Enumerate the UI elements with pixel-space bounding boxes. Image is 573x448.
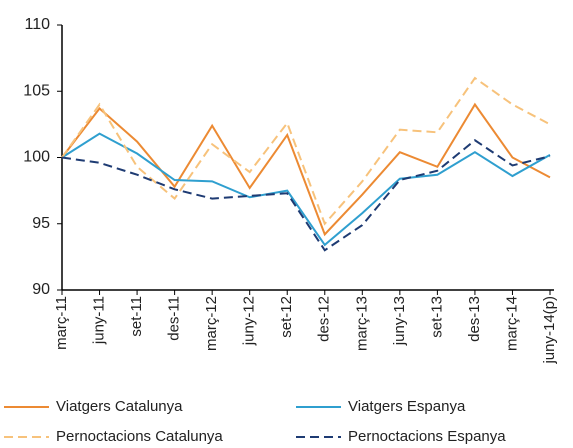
x-tick-label: des-12 (316, 296, 333, 342)
series-line (61, 76, 551, 226)
x-tick-label: des-11 (166, 296, 183, 341)
x-tick-label: juny-11 (91, 296, 108, 345)
x-tick-label: març-12 (203, 296, 220, 351)
x-tick-label: març-11 (53, 296, 70, 350)
x-tick-label: set-11 (128, 296, 145, 337)
y-tick-label: 110 (24, 16, 50, 33)
x-tick-label: set-12 (278, 296, 295, 338)
legend-label: Pernoctacions Catalunya (56, 428, 223, 445)
legend-label: Pernoctacions Espanya (348, 428, 506, 445)
series-line (61, 139, 551, 252)
legend-label: Viatgers Catalunya (56, 398, 183, 415)
x-tick-label: març-13 (353, 296, 370, 351)
x-tick-label: set-13 (428, 296, 445, 338)
x-tick-label: juny-13 (391, 296, 408, 346)
x-tick-label: març-14 (503, 296, 520, 351)
y-tick-label: 105 (23, 82, 50, 99)
y-tick-label: 90 (32, 281, 50, 298)
x-tick-label: juny-12 (241, 296, 258, 346)
x-tick-label: des-13 (466, 296, 483, 342)
series-line (61, 132, 551, 247)
x-tick-label: juny-14(p) (541, 296, 558, 365)
series-line (61, 102, 551, 237)
y-tick-label: 95 (32, 215, 50, 232)
legend-label: Viatgers Espanya (348, 398, 466, 415)
y-tick-label: 100 (23, 149, 50, 166)
